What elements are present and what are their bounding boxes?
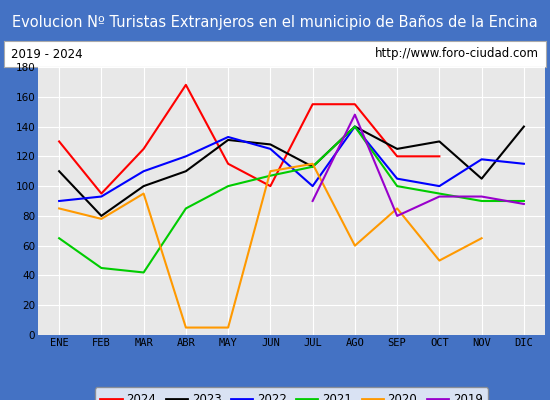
Legend: 2024, 2023, 2022, 2021, 2020, 2019: 2024, 2023, 2022, 2021, 2020, 2019 xyxy=(95,387,488,400)
Text: Evolucion Nº Turistas Extranjeros en el municipio de Baños de la Encina: Evolucion Nº Turistas Extranjeros en el … xyxy=(12,14,538,30)
Text: 2019 - 2024: 2019 - 2024 xyxy=(10,48,82,60)
Text: http://www.foro-ciudad.com: http://www.foro-ciudad.com xyxy=(375,48,540,60)
